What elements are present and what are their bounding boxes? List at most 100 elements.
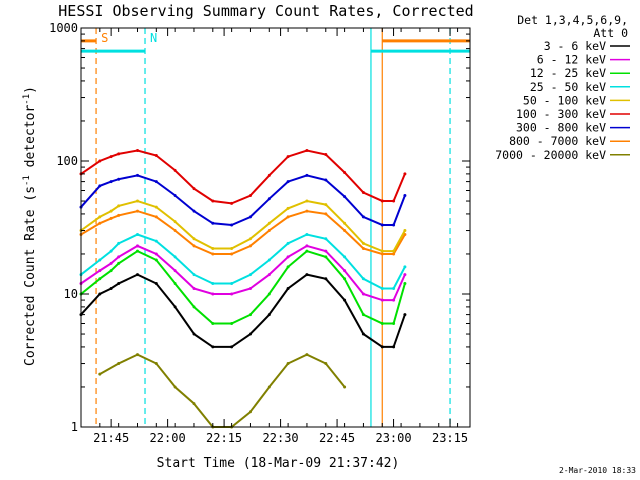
x-tick-label: 22:00 [150,431,186,445]
data-point-6-12-kev [117,255,121,259]
data-point-6-12-kev [267,273,271,277]
timestamp: 2-Mar-2010 18:33 [559,466,636,475]
data-point-25-50-kev [361,277,365,281]
series-line-50-100-kev [80,199,406,253]
data-point-50-100-kev [136,199,139,203]
data-point-50-100-kev [98,215,102,219]
data-point-7000-20000-kev [98,372,102,376]
data-point-300-800-kev [173,194,177,197]
data-point-12-25-kev [109,269,113,273]
x-tick-label: 23:15 [432,431,468,445]
data-point-3-6-kev [136,273,139,277]
data-point-12-25-kev [305,249,309,253]
data-point-800-7000-kev [267,229,271,232]
x-axis-label: Start Time (18-Mar-09 21:37:42) [157,456,400,471]
data-point-300-800-kev [324,178,328,182]
data-point-800-7000-kev [286,215,290,219]
data-point-12-25-kev [117,261,121,265]
data-point-100-300-kev [324,153,328,156]
data-point-7000-20000-kev [305,353,309,357]
data-point-3-6-kev [324,277,328,281]
data-point-100-300-kev [286,155,290,159]
data-point-6-12-kev [305,244,309,248]
data-point-12-25-kev [286,265,290,269]
data-point-800-7000-kev [211,252,215,256]
data-point-800-7000-kev [324,212,328,216]
data-point-12-25-kev [249,313,252,317]
series-line-3-6-kev [80,273,406,348]
x-tick-label: 23:00 [375,431,411,445]
data-point-12-25-kev [361,313,365,317]
data-point-7000-20000-kev [136,353,139,357]
y-tick-label: 1000 [49,21,78,35]
data-point-300-800-kev [136,173,139,177]
data-point-6-12-kev [380,298,384,302]
data-point-12-25-kev [192,305,196,309]
data-point-12-25-kev [98,277,102,281]
data-point-300-800-kev [230,223,234,227]
data-point-100-300-kev [403,172,407,176]
data-point-6-12-kev [392,298,396,302]
data-point-50-100-kev [211,247,215,250]
data-point-12-25-kev [173,282,177,285]
data-point-3-6-kev [267,313,271,317]
data-point-300-800-kev [98,184,102,188]
data-point-6-12-kev [324,249,328,253]
data-point-100-300-kev [117,152,121,156]
data-point-800-7000-kev [173,229,177,232]
data-point-6-12-kev [230,292,234,296]
data-point-300-800-kev [211,221,215,225]
data-point-50-100-kev [361,241,365,245]
legend-header-line-2: Att 0 [593,26,628,40]
data-point-50-100-kev [380,249,384,253]
data-point-100-300-kev [361,191,365,194]
legend-label-25-50-kev: 25 - 50 keV [530,80,606,94]
data-point-50-100-kev [305,199,309,203]
data-point-25-50-kev [136,233,139,236]
legend-label-800-7000-kev: 800 - 7000 keV [509,134,606,148]
annotation-marker-label: S [101,31,108,45]
data-point-25-50-kev [117,241,121,245]
data-point-100-300-kev [192,187,196,191]
data-point-800-7000-kev [117,213,121,217]
data-point-6-12-kev [98,269,102,273]
data-point-300-800-kev [267,197,271,201]
legend-label-100-300-kev: 100 - 300 keV [516,107,606,121]
legend-label-7000-20000-kev: 7000 - 20000 keV [495,148,606,162]
data-point-50-100-kev [392,249,396,253]
data-point-25-50-kev [98,258,102,262]
data-point-7000-20000-kev [154,362,158,365]
data-point-6-12-kev [192,287,196,290]
data-point-6-12-kev [173,269,177,273]
annotation-marker-label: N [150,31,157,45]
data-point-800-7000-kev [361,247,365,250]
data-point-6-12-kev [343,269,347,273]
data-point-12-25-kev [154,258,158,262]
series-line-6-12-kev [80,244,406,302]
data-point-50-100-kev [117,204,121,208]
data-point-300-800-kev [286,180,290,184]
data-point-12-25-kev [343,277,347,281]
data-point-12-25-kev [267,292,271,296]
data-point-50-100-kev [286,206,290,210]
legend-label-6-12-kev: 6 - 12 keV [537,53,606,67]
data-point-3-6-kev [173,305,177,309]
data-point-25-50-kev [380,287,384,290]
data-point-3-6-kev [98,292,102,296]
y-axis-label: Corrected Count Rate (s-1 detector-1) [22,86,38,366]
plot-frame [80,27,471,428]
data-point-300-800-kev [192,209,196,213]
data-point-300-800-kev [305,173,309,177]
data-point-100-300-kev [98,159,102,163]
data-point-25-50-kev [109,249,113,253]
data-point-3-6-kev [392,345,396,349]
data-point-100-300-kev [380,199,384,203]
data-point-12-25-kev [230,322,234,325]
data-point-50-100-kev [109,209,113,213]
data-point-3-6-kev [154,282,158,285]
data-point-800-7000-kev [380,252,384,256]
data-point-800-7000-kev [98,221,102,225]
